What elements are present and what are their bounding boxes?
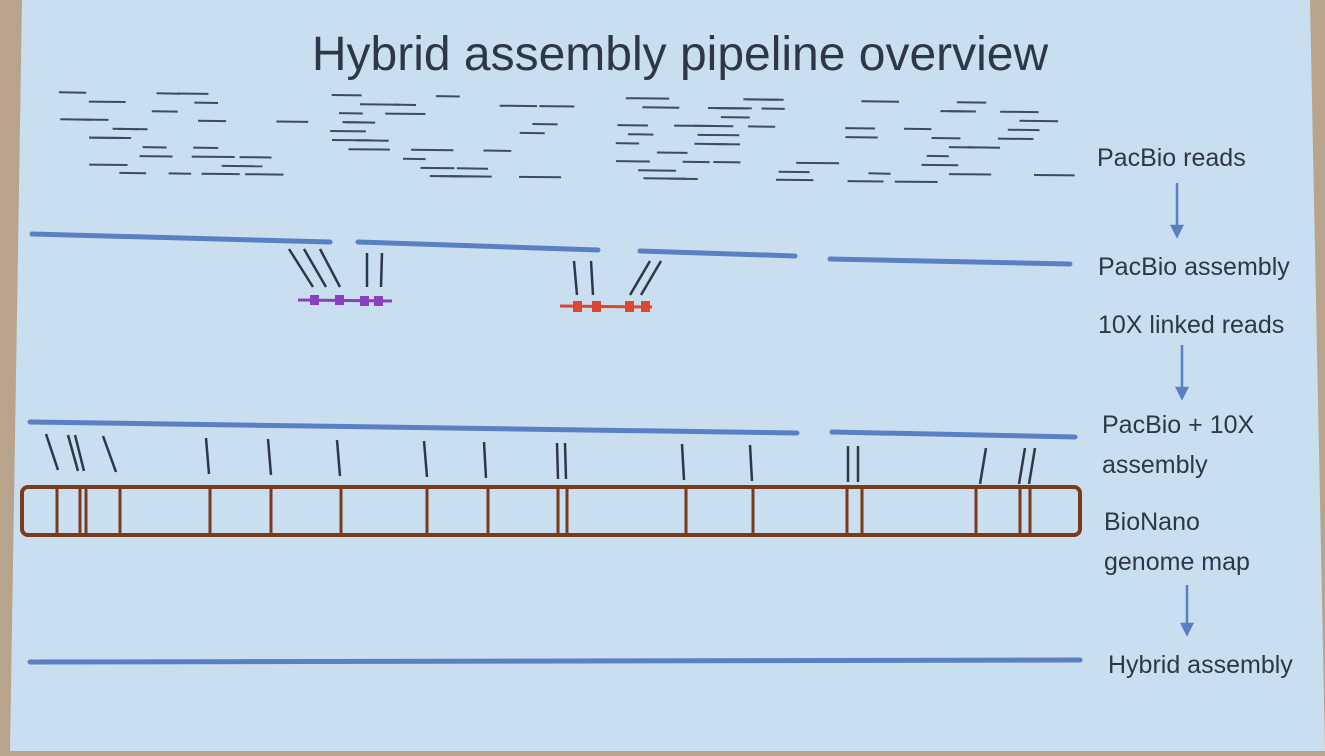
label-pacbio-assembly: PacBio assembly [1098, 253, 1290, 281]
label-10x-linked-reads: 10X linked reads [1098, 311, 1284, 339]
label-hybrid-assembly: Hybrid assembly [1108, 651, 1293, 679]
hybrid-assembly-line [30, 660, 1080, 662]
label-pacbio-10x-line1: PacBio + 10X [1102, 411, 1255, 439]
label-bionano-line1: BioNano [1104, 508, 1200, 536]
slide-background [10, 0, 1325, 751]
label-bionano-line2: genome map [1104, 548, 1250, 576]
label-pacbio-10x-line2: assembly [1102, 451, 1208, 479]
label-pacbio-reads: PacBio reads [1097, 144, 1246, 172]
slide-title: Hybrid assembly pipeline overview [312, 28, 1049, 81]
